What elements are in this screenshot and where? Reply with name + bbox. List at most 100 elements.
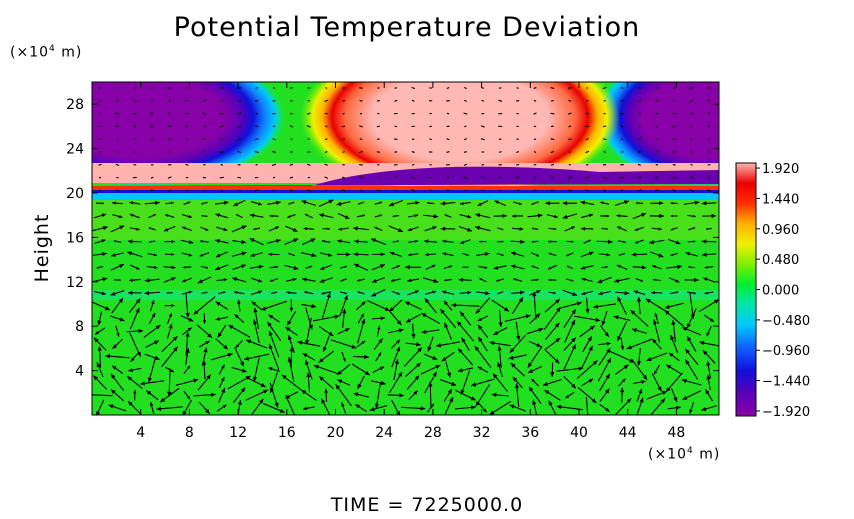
wind-vector-head (146, 390, 152, 396)
wind-vector-head (547, 240, 551, 243)
wind-vector (411, 99, 415, 102)
wind-vector (115, 189, 119, 192)
wind-vector-head (580, 200, 586, 205)
wind-vector (707, 189, 711, 192)
wind-vector-head (432, 355, 438, 360)
wind-vector-head (670, 253, 674, 256)
wind-vector-head (646, 357, 652, 362)
wind-vector-head (221, 377, 225, 382)
x-tick-label: 36 (521, 425, 539, 441)
wind-vector-head (570, 279, 574, 282)
wind-vector-head (601, 320, 606, 326)
wind-vector-head (498, 322, 503, 327)
y-tick-label: 16 (66, 230, 84, 246)
wind-vector-head (155, 325, 161, 330)
wind-vector-head (670, 214, 673, 218)
wind-vector-head (493, 265, 499, 270)
wind-vector-head (554, 358, 560, 364)
wind-vector (654, 99, 659, 102)
wind-vector-head (652, 338, 657, 344)
wind-vector-head (341, 402, 345, 407)
wind-vector-head (187, 201, 191, 204)
wind-vector-head (398, 328, 404, 333)
wind-vector (237, 112, 242, 115)
wind-vector-head (327, 253, 333, 257)
wind-vector-head (354, 239, 359, 244)
wind-vector-head (252, 376, 258, 382)
wind-vector-head (556, 404, 562, 410)
wind-vector-head (302, 353, 308, 358)
wind-vector-head (699, 340, 705, 346)
wind-vector-head (607, 239, 613, 244)
wind-vector-head (309, 265, 313, 268)
wind-vector-head (262, 389, 268, 394)
wind-vector-head (344, 265, 347, 268)
upper-band (92, 200, 719, 240)
wind-vector (707, 125, 711, 128)
wind-vector-head (96, 362, 101, 368)
wind-vector (689, 292, 694, 320)
wind-vector-head (514, 383, 520, 389)
wind-vector-head (253, 307, 258, 313)
wind-vector-head (182, 226, 186, 230)
wind-vector-head (536, 278, 539, 281)
wind-vector-head (377, 325, 381, 330)
wind-vector-head (626, 345, 632, 350)
wind-vector (272, 138, 276, 141)
wind-vector (637, 163, 641, 166)
wind-vector-head (485, 290, 490, 296)
wind-vector-head (92, 392, 93, 395)
wind-vector-head (227, 352, 233, 358)
y-tick-label: 20 (66, 186, 84, 202)
wind-vector-head (428, 381, 433, 387)
wind-vector-head (411, 333, 416, 339)
wind-vector (515, 189, 520, 192)
wind-vector (463, 112, 468, 115)
wind-vector-head (550, 372, 555, 377)
wind-vector (411, 189, 416, 192)
wind-vector (620, 125, 624, 128)
wind-vector-head (319, 376, 324, 381)
wind-vector-head (687, 336, 692, 342)
wind-vector-head (276, 200, 281, 205)
wind-vector (185, 163, 189, 166)
wind-vector (202, 112, 207, 115)
wind-vector (689, 189, 694, 192)
wind-vector-head (562, 214, 568, 219)
wind-vector-head (415, 342, 421, 347)
wind-vector (255, 87, 258, 89)
wind-vector-head (626, 398, 632, 404)
cyan-stripe (92, 193, 719, 199)
wind-vector (394, 138, 398, 141)
wind-vector-head (234, 314, 239, 319)
wind-vector-head (528, 386, 534, 392)
wind-vector-head (535, 313, 541, 319)
wind-vector-head (571, 319, 576, 325)
wind-vector-head (237, 299, 241, 304)
wind-vector-head (133, 390, 137, 394)
wind-vector-head (293, 265, 299, 270)
wind-vector-head (289, 307, 294, 312)
x-tick-label: 40 (570, 425, 588, 441)
wind-vector-head (441, 290, 447, 295)
wind-vector-head (497, 362, 502, 368)
colorbar-label: 1.440 (762, 192, 799, 207)
wind-vector (306, 125, 311, 128)
wind-vector-head (593, 304, 599, 309)
wind-vector-head (168, 323, 173, 329)
wind-vector-head (516, 335, 521, 341)
colorbar (735, 162, 757, 417)
wind-vector (446, 99, 450, 102)
wind-vector-head (268, 252, 272, 257)
wind-vector-head (101, 213, 107, 218)
wind-vector (533, 176, 537, 179)
wind-vector (98, 125, 102, 128)
y-axis: 4 8 12 16 20 24 28 (66, 97, 719, 380)
wind-vector-head (536, 290, 541, 294)
wind-vector-head (701, 239, 707, 244)
colorbar-labels: 1.920 1.440 0.960 0.480 0.000 −0.480 −0.960 −1.… (756, 162, 810, 420)
wind-vector-head (268, 330, 273, 336)
wind-vector-head (692, 240, 696, 243)
wind-vector (394, 176, 398, 179)
wind-vector-head (289, 346, 294, 352)
